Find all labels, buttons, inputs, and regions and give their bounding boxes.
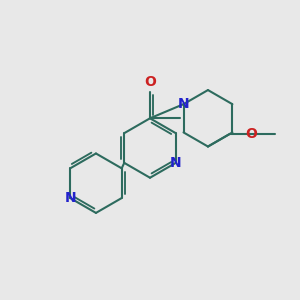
Text: O: O: [144, 75, 156, 88]
Text: O: O: [246, 127, 258, 141]
Text: N: N: [64, 191, 76, 205]
Text: N: N: [178, 97, 189, 111]
Text: N: N: [170, 156, 182, 170]
